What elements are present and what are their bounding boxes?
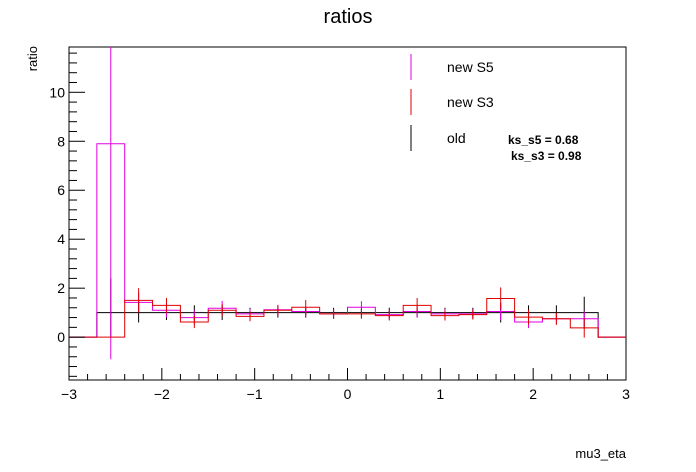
x-axis-label: mu3_eta xyxy=(575,446,626,461)
x-tick-label: 3 xyxy=(622,386,630,402)
y-tick-label: 6 xyxy=(57,182,65,198)
x-tick-label: −1 xyxy=(247,386,263,402)
ks-s3-annotation: ks_s3 = 0.98 xyxy=(511,149,582,163)
histogram-outline xyxy=(69,143,626,338)
x-tick-label: 0 xyxy=(344,386,352,402)
legend-label-new-s5: new S5 xyxy=(447,59,494,75)
chart-title: ratios xyxy=(323,6,373,28)
axes-layer: −3 −2 −1 0 1 2 3 0 2 4 6 8 10 xyxy=(49,52,630,402)
y-axis-label: ratio xyxy=(25,46,40,71)
series-layer xyxy=(69,47,626,360)
histogram-outline xyxy=(69,312,626,338)
y-tick-label: 2 xyxy=(57,280,65,296)
histogram-outline xyxy=(69,297,626,338)
legend-label-old: old xyxy=(447,130,466,146)
plot-frame xyxy=(68,46,627,381)
y-tick-label: 10 xyxy=(49,84,65,100)
series-new-s3 xyxy=(69,287,626,338)
y-tick-label: 0 xyxy=(57,329,65,345)
y-tick-label: 8 xyxy=(57,133,65,149)
ks-s5-annotation: ks_s5 = 0.68 xyxy=(508,133,579,147)
legend: new S5 new S3 old xyxy=(410,54,494,151)
x-tick-label: −3 xyxy=(61,386,77,402)
x-tick-label: 2 xyxy=(529,386,537,402)
x-tick-label: 1 xyxy=(436,386,444,402)
legend-label-new-s3: new S3 xyxy=(447,94,494,110)
y-tick-label: 4 xyxy=(57,231,65,247)
x-tick-label: −2 xyxy=(154,386,170,402)
